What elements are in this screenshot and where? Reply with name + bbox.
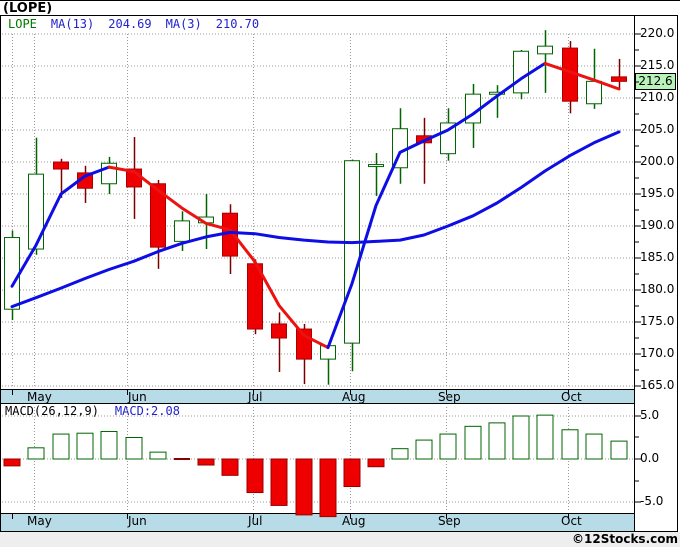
price-axis-label: 185.0: [640, 250, 675, 264]
month-label-may: May: [27, 514, 52, 528]
main-legend: LOPE MA(13) 204.69 MA(3) 210.70: [8, 17, 273, 31]
legend-ma3-value: 210.70: [215, 17, 260, 31]
month-label-sep: Sep: [438, 390, 461, 404]
price-axis-label: 180.0: [640, 282, 675, 296]
month-label-aug: Aug: [342, 390, 366, 404]
price-axis-label: 205.0: [640, 122, 675, 136]
macd-axis-label: -5.0: [640, 494, 664, 508]
legend-ma13-label: MA(13): [50, 17, 95, 31]
price-axis-label: 215.0: [640, 58, 675, 72]
month-axis-upper: May Jun Jul Aug Sep Oct: [1, 389, 634, 404]
price-axis-label: 165.0: [640, 378, 675, 392]
month-label-jun: Jun: [128, 514, 147, 528]
macd-axis-label: 5.0: [640, 408, 660, 422]
month-label-oct: Oct: [561, 390, 582, 404]
legend-ma13-value: 204.69: [108, 17, 152, 31]
chart-frame: [0, 15, 678, 532]
footer-strip: [0, 532, 680, 547]
month-label-aug: Aug: [342, 514, 366, 528]
last-price-badge: 212.6: [635, 73, 676, 90]
page-title: (LOPE): [3, 1, 53, 16]
month-label-oct: Oct: [561, 514, 582, 528]
month-label-jul: Jul: [248, 390, 263, 404]
macd-legend-label: MACD(26,12,9): [5, 404, 99, 418]
plot-axis-divider: [634, 15, 635, 531]
price-axis-label: 195.0: [640, 186, 675, 200]
month-axis-lower: May Jun Jul Aug Sep Oct: [1, 513, 634, 532]
price-axis-label: 220.0: [640, 26, 675, 40]
legend-symbol: LOPE: [8, 17, 37, 31]
month-label-jul: Jul: [248, 514, 263, 528]
watermark-12stocks: ©12Stocks.com: [572, 532, 678, 546]
price-axis-label: 190.0: [640, 218, 675, 232]
macd-legend-value: MACD:2.08: [114, 404, 180, 418]
price-axis-label: 175.0: [640, 314, 675, 328]
macd-axis-label: 0.0: [640, 451, 660, 465]
legend-ma3-label: MA(3): [165, 17, 202, 31]
price-axis-label: 170.0: [640, 346, 675, 360]
price-axis-label: 210.0: [640, 90, 675, 104]
macd-legend: MACD(26,12,9) MACD:2.08: [5, 404, 180, 418]
month-label-may: May: [27, 390, 52, 404]
month-label-sep: Sep: [438, 514, 461, 528]
month-label-jun: Jun: [128, 390, 147, 404]
price-axis-label: 200.0: [640, 154, 675, 168]
